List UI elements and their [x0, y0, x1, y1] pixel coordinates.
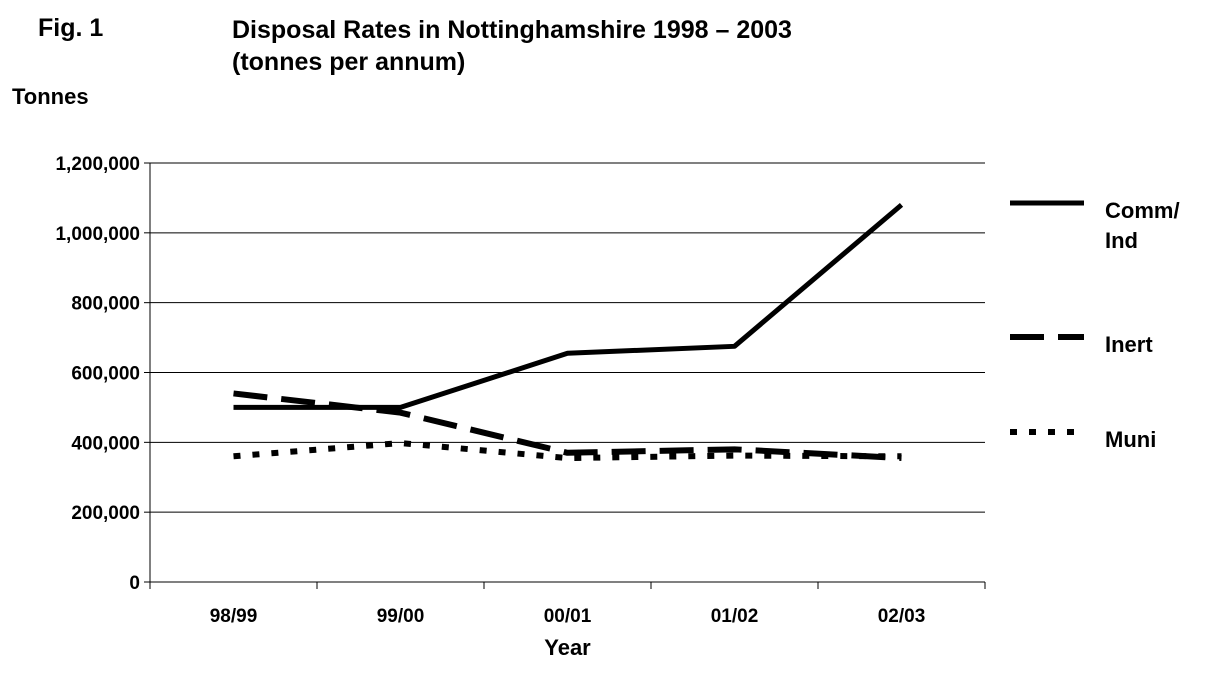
series-line-inert [233, 390, 902, 462]
legend-label-comm-ind: Comm/ [1105, 198, 1180, 223]
y-axis-title: Tonnes [12, 84, 89, 109]
x-tick-label: 98/99 [210, 606, 258, 627]
figure-label: Fig. 1 [38, 14, 104, 42]
legend-label-muni: Muni [1105, 427, 1156, 452]
y-axis-ticks: 0 200,000 400,000 600,000 800,000 1,000,000 1,… [55, 154, 150, 594]
series-line-muni [233, 440, 902, 462]
y-tick-label: 1,000,000 [55, 224, 140, 245]
chart-title-line-1: Disposal Rates in Nottinghamshire 1998 –… [232, 16, 792, 44]
chart-title-line-2: (tonnes per annum) [232, 48, 466, 76]
y-tick-label: 1,200,000 [55, 154, 140, 175]
x-tick-label: 02/03 [878, 606, 926, 627]
x-tick-label: 00/01 [544, 606, 592, 627]
series-lines [233, 202, 904, 462]
x-axis-title: Year [544, 635, 591, 660]
legend-label-inert: Inert [1105, 332, 1153, 357]
y-tick-label: 200,000 [71, 503, 140, 524]
y-tick-label: 800,000 [71, 294, 140, 315]
y-tick-label: 400,000 [71, 433, 140, 454]
x-tick-label: 99/00 [377, 606, 425, 627]
chart-title: Disposal Rates in Nottinghamshire 1998 –… [232, 14, 792, 78]
gridlines [150, 162, 985, 513]
series-line-comm-ind [233, 202, 904, 410]
legend-label-comm-ind: Ind [1105, 228, 1138, 253]
x-tick-label: 01/02 [711, 606, 759, 627]
legend: Comm/Ind Inert Muni [1010, 198, 1180, 452]
y-tick-label: 600,000 [71, 364, 140, 385]
x-axis-ticks: 98/99 99/00 00/01 01/02 02/03 [149, 582, 986, 627]
y-tick-label: 0 [129, 573, 140, 594]
